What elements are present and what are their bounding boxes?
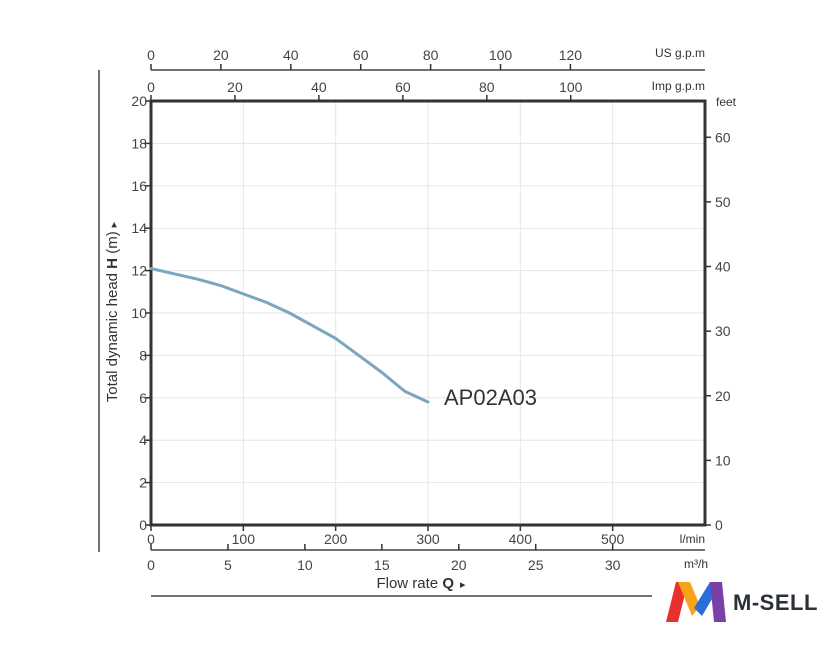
grid xyxy=(151,101,705,525)
top-us-unit-label: US g.p.m xyxy=(655,46,705,60)
series-label: AP02A03 xyxy=(444,385,537,410)
top-imp-tick-label: 0 xyxy=(147,79,155,95)
left-tick-label: 8 xyxy=(139,347,147,363)
top-us-tick-label: 20 xyxy=(213,47,229,63)
bottom-lmin-tick-label: 200 xyxy=(324,531,348,547)
bottom-lmin-tick-label: 400 xyxy=(509,531,533,547)
x-axis-title: Flow rate Q ▸ xyxy=(376,575,466,592)
left-tick-label: 18 xyxy=(131,135,147,151)
left-tick-label: 0 xyxy=(139,517,147,533)
top-us-tick-label: 40 xyxy=(283,47,299,63)
top-us-tick-label: 120 xyxy=(559,47,583,63)
bottom-lmin-tick-label: 0 xyxy=(147,531,155,547)
top-us-tick-label: 100 xyxy=(489,47,513,63)
left-tick-label: 16 xyxy=(131,178,147,194)
left-tick-label: 4 xyxy=(139,432,147,448)
right-tick-label: 40 xyxy=(715,259,731,275)
x-axis-title-prefix: Flow rate xyxy=(376,575,442,592)
right-tick-label: 20 xyxy=(715,388,731,404)
y-axis-title-arrow: ▸ xyxy=(108,221,120,227)
right-tick-label: 50 xyxy=(715,194,731,210)
x-axis-title-arrow: ▸ xyxy=(460,579,466,591)
top-imp-tick-label: 100 xyxy=(559,79,583,95)
bottom-m3h-tick-label: 10 xyxy=(297,557,313,573)
top-us-tick-label: 60 xyxy=(353,47,369,63)
left-tick-label: 6 xyxy=(139,390,147,406)
y-axis-title-prefix: Total dynamic head xyxy=(104,269,121,402)
series-line xyxy=(149,267,430,404)
bottom-lmin-tick-label: 500 xyxy=(601,531,625,547)
right-tick-label: 10 xyxy=(715,452,731,468)
bottom-lmin-tick-label: 100 xyxy=(232,531,256,547)
y-axis-title-suffix: (m) xyxy=(104,231,121,258)
axis-ticks xyxy=(145,64,711,550)
x-axis-title-bold: Q xyxy=(442,575,454,592)
left-tick-label: 10 xyxy=(131,305,147,321)
logo-shape-4 xyxy=(710,582,726,622)
left-tick-label: 12 xyxy=(131,263,147,279)
y-axis-title-bold: H xyxy=(104,258,121,269)
m-sell-logo-text: M-SELL xyxy=(733,590,818,615)
bottom-m3h-tick-label: 30 xyxy=(605,557,621,573)
y-axis-title: Total dynamic head H (m) ▸ xyxy=(104,221,121,402)
right-unit-label: feet xyxy=(716,95,737,109)
top-imp-tick-label: 40 xyxy=(311,79,327,95)
left-tick-label: 20 xyxy=(131,93,147,109)
bottom-m3h-tick-label: 15 xyxy=(374,557,390,573)
top-us-tick-label: 80 xyxy=(423,47,439,63)
bottom-m3h-tick-label: 25 xyxy=(528,557,544,573)
bottom-lmin-tick-label: 300 xyxy=(416,531,440,547)
bottom-m3h-tick-label: 5 xyxy=(224,557,232,573)
bottom-m3h-unit-label: m³/h xyxy=(684,557,708,571)
top-imp-tick-label: 80 xyxy=(479,79,495,95)
top-imp-unit-label: Imp g.p.m xyxy=(652,79,705,93)
right-tick-label: 30 xyxy=(715,323,731,339)
right-tick-label: 0 xyxy=(715,517,723,533)
bottom-m3h-tick-label: 20 xyxy=(451,557,467,573)
left-tick-label: 2 xyxy=(139,475,147,491)
m-sell-logo-icon xyxy=(666,582,726,622)
right-tick-label: 60 xyxy=(715,129,731,145)
bottom-lmin-unit-label: l/min xyxy=(680,532,705,546)
top-imp-tick-label: 20 xyxy=(227,79,243,95)
left-tick-label: 14 xyxy=(131,220,147,236)
top-imp-tick-label: 60 xyxy=(395,79,411,95)
top-us-tick-label: 0 xyxy=(147,47,155,63)
bottom-m3h-tick-label: 0 xyxy=(147,557,155,573)
series-layer xyxy=(149,267,430,404)
